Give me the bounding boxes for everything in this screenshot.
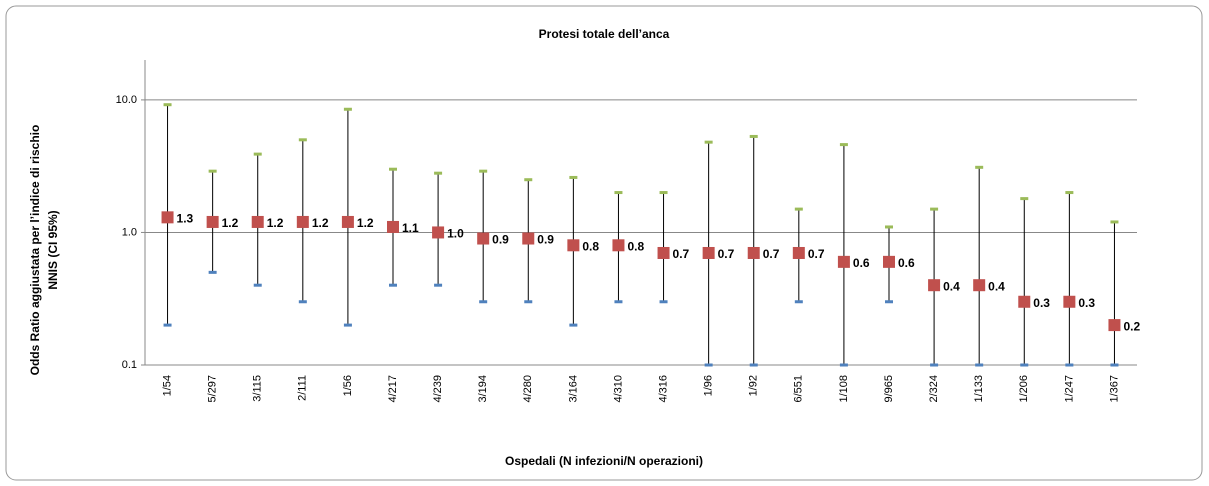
point <box>612 239 625 252</box>
value-label: 1.2 <box>222 216 239 230</box>
x-tick-label: 1/54 <box>161 375 173 396</box>
point <box>341 215 354 228</box>
value-label: 1.3 <box>177 212 194 226</box>
value-label: 1.2 <box>312 216 329 230</box>
point <box>1018 295 1031 308</box>
x-tick-label: 3/194 <box>477 375 489 403</box>
value-label: 0.8 <box>627 239 644 253</box>
x-tick-label: 4/280 <box>522 375 534 403</box>
value-label: 0.7 <box>808 247 825 261</box>
point <box>883 255 895 268</box>
value-label: 0.2 <box>1123 319 1140 333</box>
point <box>1063 295 1076 308</box>
x-tick-label: 1/206 <box>1018 375 1030 403</box>
y-tick-label: 0.1 <box>122 359 137 371</box>
value-label: 1.2 <box>357 216 374 230</box>
y-tick-label: 10.0 <box>116 94 137 106</box>
x-tick-label: 4/217 <box>387 375 399 403</box>
point <box>973 279 986 292</box>
chart-frame <box>5 5 1203 481</box>
value-label: 0.3 <box>1078 296 1095 310</box>
point <box>522 232 535 245</box>
point <box>928 279 941 292</box>
x-tick-label: 6/551 <box>793 375 805 403</box>
chart-title: Protesi totale dell’anca <box>539 27 670 41</box>
value-label: 0.6 <box>898 256 915 270</box>
point <box>387 220 399 233</box>
x-tick-label: 1/56 <box>342 375 354 396</box>
x-tick-label: 2/324 <box>928 375 940 403</box>
x-tick-label: 1/133 <box>973 375 985 403</box>
y-axis-label: NNIS (CI 95%) <box>46 210 60 289</box>
point <box>251 215 264 228</box>
x-tick-label: 3/115 <box>252 375 264 402</box>
x-tick-label: 4/310 <box>612 375 624 403</box>
x-tick-label: 1/92 <box>748 375 760 396</box>
point <box>657 246 670 259</box>
value-label: 0.7 <box>673 247 690 261</box>
value-label: 1.1 <box>402 221 419 235</box>
x-tick-label: 4/316 <box>657 375 669 403</box>
point <box>161 211 174 224</box>
point <box>747 246 760 259</box>
value-label: 1.0 <box>447 227 464 241</box>
point <box>206 215 219 228</box>
value-label: 0.8 <box>582 239 599 253</box>
value-label: 0.6 <box>853 256 870 270</box>
point <box>702 246 715 259</box>
x-tick-label: 3/164 <box>567 375 579 403</box>
x-tick-label: 5/297 <box>207 375 219 403</box>
value-label: 0.9 <box>537 233 554 247</box>
x-tick-label: 1/96 <box>703 375 715 396</box>
point <box>792 246 805 259</box>
point <box>477 232 490 245</box>
y-axis-label: Odds Ratio aggiustata per l’indice di ri… <box>28 125 42 376</box>
y-tick-label: 1.0 <box>122 226 137 238</box>
point <box>837 255 850 268</box>
x-tick-label: 4/239 <box>432 375 444 403</box>
x-axis-label: Ospedali (N infezioni/N operazioni) <box>505 454 703 468</box>
x-tick-label: 1/108 <box>838 375 850 403</box>
value-label: 0.7 <box>763 247 780 261</box>
x-tick-label: 2/111 <box>297 375 309 401</box>
point <box>432 226 445 239</box>
x-tick-label: 1/367 <box>1108 375 1120 403</box>
x-tick-label: 1/247 <box>1063 375 1075 403</box>
value-label: 0.3 <box>1033 296 1050 310</box>
point <box>567 239 580 252</box>
point <box>1108 319 1121 332</box>
value-label: 0.4 <box>988 279 1005 293</box>
value-label: 0.4 <box>943 279 960 293</box>
point <box>296 215 309 228</box>
x-tick-label: 9/965 <box>883 375 895 403</box>
value-label: 0.7 <box>718 247 735 261</box>
value-label: 1.2 <box>267 216 284 230</box>
value-label: 0.9 <box>492 233 509 247</box>
